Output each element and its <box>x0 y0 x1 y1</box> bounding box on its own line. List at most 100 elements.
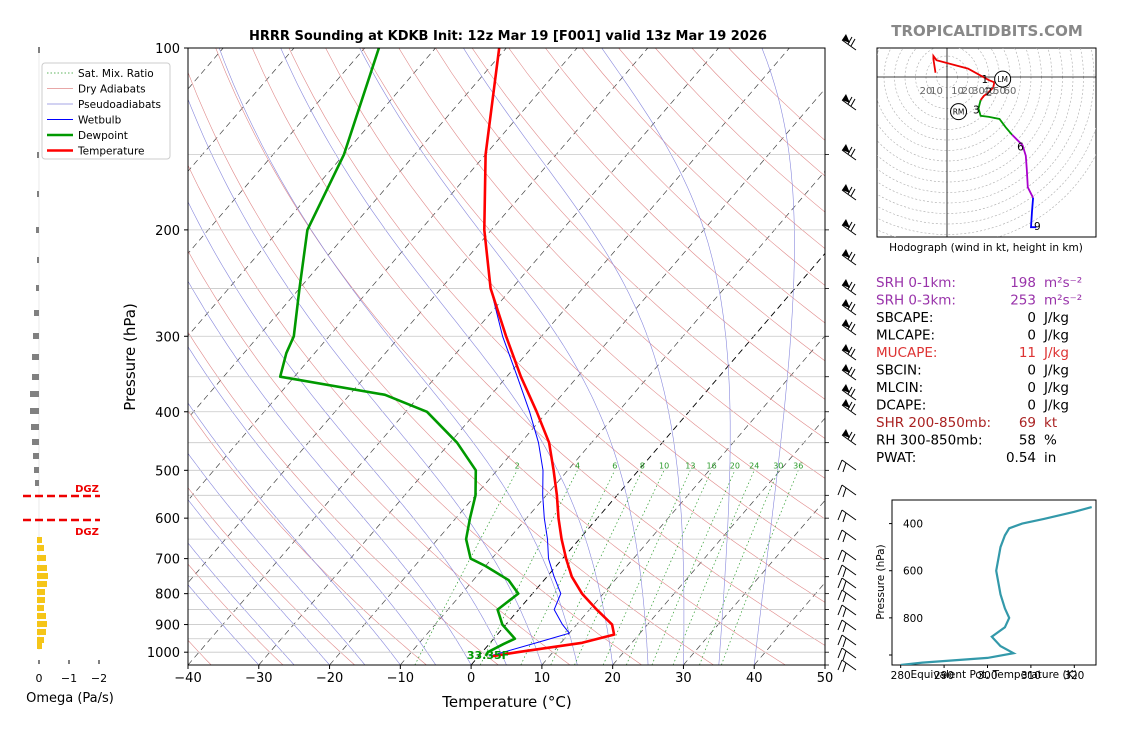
dry-adiabat <box>398 48 825 479</box>
wind-barb <box>837 529 857 543</box>
barb-staff <box>841 284 857 296</box>
legend-label: Pseudoadiabats <box>78 99 161 111</box>
legend-label: Sat. Mix. Ratio <box>78 68 154 80</box>
hodograph-trace <box>979 82 996 101</box>
omega-tick-label: −2 <box>91 672 107 685</box>
mixing-ratio-line <box>520 470 616 665</box>
omega-bar <box>37 629 46 635</box>
index-label: MUCAPE: <box>876 345 937 361</box>
watermark: TROPICALTIDBITS.COM <box>891 22 1083 40</box>
omega-bar <box>37 597 45 603</box>
theta-e-xlabel: Equivalent Pot. Temperature (K) <box>910 669 1077 681</box>
moist-adiabat <box>280 48 613 665</box>
isotherm <box>470 252 825 665</box>
theta-e-y-tick-label: 600 <box>903 566 923 578</box>
omega-bar <box>37 613 46 619</box>
legend-label: Dewpoint <box>78 130 128 142</box>
barb-staff <box>841 459 857 471</box>
skewt-series <box>278 48 616 658</box>
wind-barb <box>841 94 857 111</box>
omega-bar <box>34 310 39 316</box>
barb-staff <box>841 634 857 646</box>
barb-feather <box>847 281 853 290</box>
y-tick-label: 1000 <box>147 646 180 661</box>
index-unit: J/kg <box>1043 345 1069 361</box>
wind-barb <box>841 319 857 336</box>
barb-feather <box>837 529 843 541</box>
omega-bar <box>37 605 44 611</box>
index-value: 0 <box>1027 398 1036 414</box>
index-label: DCAPE: <box>876 398 926 414</box>
moist-adiabat <box>188 346 436 665</box>
y-tick-label: 600 <box>155 512 180 527</box>
barb-staff <box>841 434 857 446</box>
barb-feather <box>850 38 856 47</box>
index-unit: J/kg <box>1043 363 1069 379</box>
dry-adiabat <box>325 48 825 561</box>
barb-feather <box>850 388 856 397</box>
moist-adiabat <box>463 48 685 665</box>
barb-feather <box>837 589 843 601</box>
omega-bar <box>37 555 46 561</box>
barb-feather <box>842 487 847 498</box>
series-dewpoint-line <box>278 48 520 657</box>
omega-bar <box>37 581 47 587</box>
hodograph-ring-label: 20 <box>962 86 975 97</box>
x-tick-label: −20 <box>316 671 343 686</box>
dry-adiabat <box>188 164 642 665</box>
theta-e-panel: 280 290 300 310 320 400 600 800 <box>889 499 1097 682</box>
theta-e-x-tick-label: 300 <box>977 670 997 682</box>
barb-feather <box>850 223 856 232</box>
wind-barb <box>841 219 857 236</box>
barb-feather <box>847 321 853 330</box>
barb-flag <box>842 279 850 288</box>
isotherm <box>400 170 825 665</box>
wind-barb <box>837 459 857 473</box>
dry-adiabat <box>188 71 714 665</box>
index-value: 253 <box>1010 293 1036 309</box>
barb-feather <box>842 662 847 673</box>
barb-staff <box>841 189 857 201</box>
omega-bar <box>37 257 39 263</box>
barb-staff <box>841 659 857 671</box>
omega-bar <box>35 480 39 486</box>
barb-feather <box>837 659 843 671</box>
index-label: PWAT: <box>876 450 916 466</box>
index-label: SBCIN: <box>876 363 922 379</box>
dry-adiabat <box>188 410 427 665</box>
index-unit: J/kg <box>1043 380 1069 396</box>
barb-feather <box>847 96 853 105</box>
barb-feather <box>842 532 847 543</box>
storm-motion-marker <box>994 70 1012 88</box>
barb-feather <box>837 634 843 646</box>
wind-barb <box>841 364 857 381</box>
barb-feather <box>850 283 856 292</box>
moist-adiabat <box>753 48 795 665</box>
omega-bar <box>34 467 39 473</box>
barb-feather <box>847 386 853 395</box>
wind-barb <box>837 549 857 563</box>
y-tick-label: 500 <box>155 464 180 479</box>
barb-staff <box>841 369 857 381</box>
index-value: 69 <box>1019 415 1036 431</box>
dry-adiabat <box>252 48 825 646</box>
barb-feather <box>850 348 856 357</box>
barb-staff <box>841 349 857 361</box>
x-tick-label: 40 <box>746 671 763 686</box>
mixing-ratio-line <box>602 470 691 665</box>
omega-bar <box>33 333 39 339</box>
barb-feather <box>847 221 853 230</box>
barb-feather <box>842 607 847 618</box>
barb-flag <box>842 94 850 103</box>
theta-e-x-tick-label: 310 <box>1021 670 1041 682</box>
barb-staff <box>841 647 857 659</box>
wind-barb <box>841 184 857 201</box>
moist-adiabat <box>188 201 507 665</box>
omega-bar <box>37 589 45 595</box>
wind-barb <box>841 144 857 161</box>
y-tick-label: 400 <box>155 406 180 421</box>
dgz-label: DGZ <box>75 484 99 495</box>
omega-tick-label: −1 <box>61 672 77 685</box>
mixing-ratio-line <box>574 470 665 665</box>
barb-feather <box>850 323 856 332</box>
